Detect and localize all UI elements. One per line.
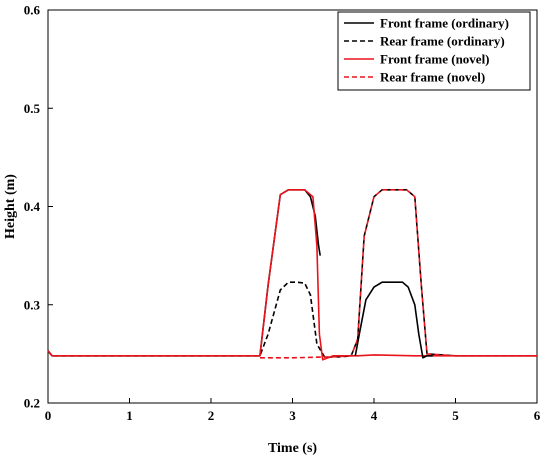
y-tick-label: 0.2 [24,396,40,411]
y-tick-label: 0.4 [24,199,41,214]
x-tick-label: 0 [45,408,52,423]
x-axis-label: Time (s) [268,441,317,456]
legend-label: Rear frame (novel) [380,70,485,85]
series-layer [47,189,537,361]
series-line [259,189,537,359]
legend-label: Front frame (novel) [380,52,490,67]
y-tick-label: 0.6 [24,3,41,18]
y-axis-label: Height (m) [3,174,18,239]
legend-label: Rear frame (ordinary) [380,34,505,49]
axis-ticks: 0 1 2 3 4 5 6 0.2 0.3 0.4 0.5 0.6 [24,3,541,424]
x-tick-label: 2 [208,408,215,423]
y-tick-label: 0.5 [24,101,41,116]
x-tick-label: 1 [126,408,133,423]
legend: Front frame (ordinary) Rear frame (ordina… [337,11,531,91]
series-line [47,189,537,359]
series-line [47,189,537,361]
x-tick-label: 6 [534,408,541,423]
y-tick-label: 0.3 [24,297,41,312]
x-tick-label: 4 [371,408,378,423]
legend-label: Front frame (ordinary) [380,16,509,31]
series-line [47,189,321,357]
series-line [354,281,433,359]
x-tick-label: 3 [289,408,296,423]
x-tick-label: 5 [452,408,459,423]
